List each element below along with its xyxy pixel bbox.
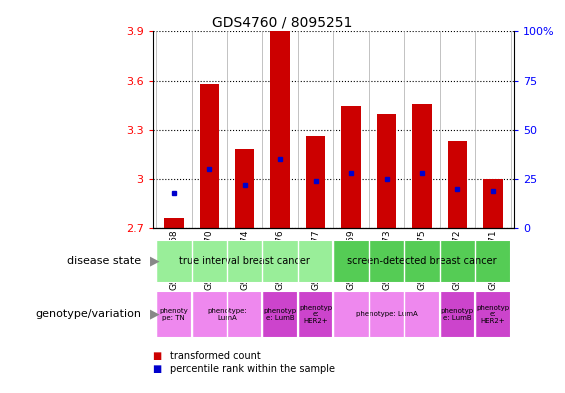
Text: genotype/variation: genotype/variation bbox=[35, 309, 141, 320]
Text: phenotype:
LumA: phenotype: LumA bbox=[207, 308, 247, 321]
Bar bbox=[440, 291, 475, 338]
Text: ▶: ▶ bbox=[150, 255, 159, 268]
Text: transformed count: transformed count bbox=[170, 351, 260, 361]
Bar bbox=[156, 240, 333, 283]
Bar bbox=[333, 291, 440, 338]
Bar bbox=[447, 141, 467, 228]
Bar bbox=[412, 104, 432, 228]
Text: phenotyp
e:
HER2+: phenotyp e: HER2+ bbox=[476, 305, 510, 324]
Text: percentile rank within the sample: percentile rank within the sample bbox=[170, 364, 334, 375]
Bar bbox=[263, 291, 298, 338]
Text: ■: ■ bbox=[153, 364, 162, 375]
Text: GDS4760 / 8095251: GDS4760 / 8095251 bbox=[212, 16, 353, 30]
Bar bbox=[483, 179, 503, 228]
Bar bbox=[306, 136, 325, 228]
Bar bbox=[199, 84, 219, 228]
Text: true interval breast cancer: true interval breast cancer bbox=[179, 256, 310, 266]
Bar bbox=[156, 291, 192, 338]
Bar bbox=[164, 218, 184, 228]
Text: ▶: ▶ bbox=[150, 308, 159, 321]
Bar bbox=[271, 31, 290, 228]
Bar bbox=[333, 240, 511, 283]
Bar bbox=[341, 106, 361, 228]
Text: screen-detected breast cancer: screen-detected breast cancer bbox=[347, 256, 497, 266]
Text: phenotyp
e:
HER2+: phenotyp e: HER2+ bbox=[299, 305, 332, 324]
Text: phenotyp
e: LumB: phenotyp e: LumB bbox=[441, 308, 474, 321]
Text: phenotyp
e: LumB: phenotyp e: LumB bbox=[264, 308, 297, 321]
Bar bbox=[235, 149, 254, 228]
Text: phenotype: LumA: phenotype: LumA bbox=[355, 311, 418, 318]
Bar bbox=[377, 114, 396, 228]
Bar bbox=[192, 291, 263, 338]
Bar bbox=[475, 291, 511, 338]
Text: phenoty
pe: TN: phenoty pe: TN bbox=[159, 308, 188, 321]
Bar bbox=[298, 291, 333, 338]
Text: disease state: disease state bbox=[67, 256, 141, 266]
Text: ■: ■ bbox=[153, 351, 162, 361]
